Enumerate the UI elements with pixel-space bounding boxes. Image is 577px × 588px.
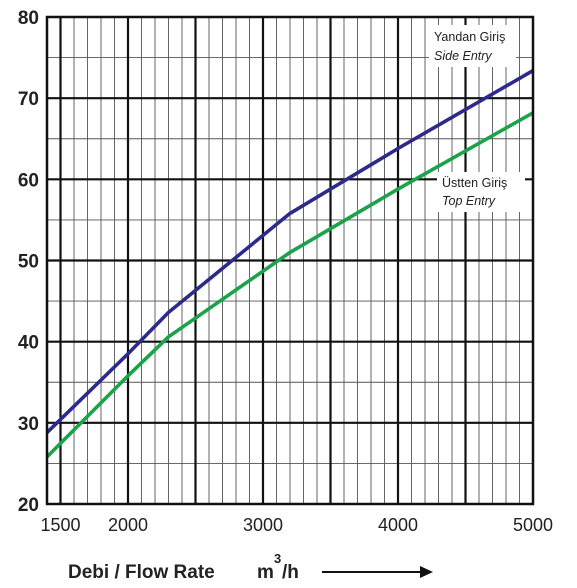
x-tick-label: 3000 [243,515,283,535]
y-tick-label: 40 [18,333,39,354]
x-tick-label: 5000 [513,515,553,535]
plot-frame [45,15,535,506]
y-tick-label: 20 [18,495,39,516]
y-tick-label: 50 [18,252,39,273]
x-axis-title-text: Debi / Flow Rate [68,562,215,583]
legend-top-entry-box [437,172,525,212]
x-axis-unit-base: m [257,562,274,583]
x-axis-title: Debi / Flow Rate m 3 /h [68,551,433,583]
x-tick-labels: 1500 2000 3000 4000 5000 [40,515,553,535]
series-line-side-entry [45,69,534,434]
legend-side-entry-label: Yandan Giriş [434,30,505,44]
y-tick-label: 80 [18,8,39,29]
x-axis-unit-exponent: 3 [274,551,281,566]
y-tick-label: 70 [18,89,39,110]
y-tick-label: 30 [18,414,39,435]
legend-side-entry-box [429,25,516,67]
y-tick-labels: 20 30 40 50 60 70 80 [18,8,39,516]
x-tick-label: 4000 [378,515,418,535]
y-tick-label: 60 [18,170,39,191]
x-tick-label: 1500 [40,515,80,535]
x-axis-unit-tail: /h [282,562,299,583]
major-grid [47,17,533,504]
legend-top-entry-sublabel: Top Entry [442,194,496,208]
x-axis-arrow-head [420,566,433,578]
series-layer [45,69,534,459]
series-line-top-entry [45,111,534,459]
legend-top-entry: Üstten Giriş Top Entry [437,172,525,212]
legend-top-entry-label: Üstten Giriş [442,176,507,190]
x-tick-label: 2000 [108,515,148,535]
legend-side-entry-sublabel: Side Entry [434,49,492,63]
legend-side-entry: Yandan Giriş Side Entry [429,25,516,67]
